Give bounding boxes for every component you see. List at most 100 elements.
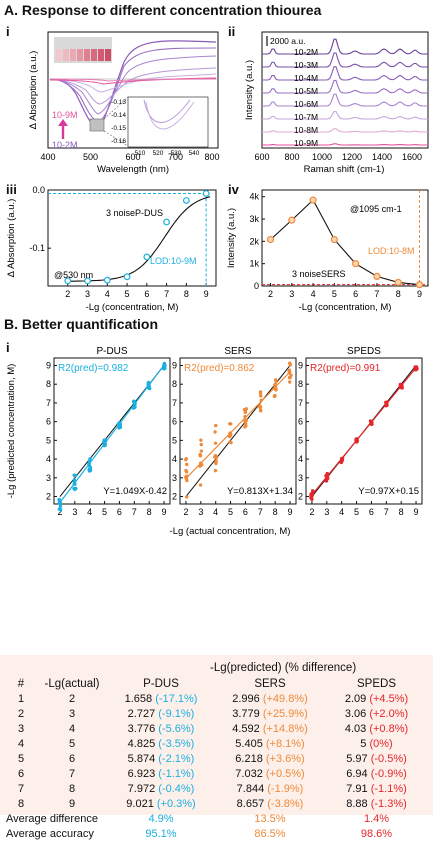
- pdus-diff: (-3.5%): [158, 737, 195, 750]
- sers-diff: (+49.8%): [262, 692, 308, 705]
- col-num: #: [17, 677, 25, 690]
- table-row: 2 3 2.727 (-9.1%) 3.779 (+25.9%) 3.06 (+2.0%…: [4, 706, 429, 721]
- data-point: [259, 408, 263, 413]
- inset-ytick: -0.16: [111, 138, 126, 145]
- chart-a-iv: 2 3 4 5 6 7 8 9 0 1k 2k 3k 4k @1095 cm-1 LOD:10-8M 3…: [226, 189, 429, 313]
- ytick-label: 7: [172, 398, 177, 408]
- fit-equation: Y=1.049X-0.42: [103, 486, 167, 497]
- data-point: [330, 235, 338, 244]
- xtick-label: 2: [268, 289, 273, 299]
- cell-pdus: 3.776 (-5.6%): [106, 721, 216, 736]
- cell-pdus: 5.874 (-2.1%): [106, 751, 216, 766]
- data-point: [288, 216, 296, 224]
- pdus-diff: (-2.1%): [158, 752, 195, 765]
- raman-spectrum-line: [262, 143, 428, 146]
- xtick-label: 7: [258, 507, 263, 517]
- inset-xtick: 540: [189, 150, 200, 157]
- table-row: 3 4 3.776 (-5.6%) 4.592 (+14.8%) 4.03 (+0.8%…: [4, 721, 429, 736]
- data-point: [73, 487, 78, 491]
- chart-a-ii: 2000 a.u. 10-2M 10-3M 10-4M 10-5M 10-6M …: [244, 31, 429, 175]
- sers-value: 7.844: [236, 782, 265, 795]
- annotation-lod: LOD:10-8M: [368, 246, 415, 256]
- data-point: [273, 382, 277, 387]
- col-sers: SERS: [254, 677, 286, 690]
- data-point: [309, 496, 313, 500]
- data-point: [184, 457, 188, 462]
- cell-actual: 3: [68, 707, 76, 720]
- sers-value: 2.996: [232, 692, 260, 705]
- cell-sers: 6.218 (+3.6%): [216, 751, 324, 766]
- speds-diff: (0%): [369, 737, 393, 750]
- plot-frame: [53, 357, 171, 505]
- cell-num: 8: [17, 797, 25, 810]
- xtick-label: 8: [184, 289, 189, 299]
- data-point: [84, 277, 91, 285]
- cell-pdus: 1.658 (-17.1%): [106, 691, 216, 706]
- table-row: 1 2 1.658 (-17.1%) 2.996 (+49.8%) 2.09 (+4.5…: [4, 691, 429, 706]
- xtick: 500: [83, 152, 98, 162]
- ytick-label: 5: [172, 435, 177, 445]
- table-summary-row: Average accuracy 95.1% 86.5% 98.6%: [4, 826, 429, 841]
- col-actual: -Lg(actual): [44, 677, 100, 690]
- ytick-label: 7: [46, 398, 51, 408]
- sers-diff: (+3.6%): [265, 752, 305, 765]
- data-point: [325, 473, 329, 477]
- cell-num: 4: [17, 737, 25, 750]
- pdus-diff: (-9.1%): [158, 707, 195, 720]
- xtick: 1000: [312, 152, 332, 162]
- pdus-value: 6.923: [127, 767, 156, 780]
- cell-sers: 5.405 (+8.1%): [216, 736, 324, 751]
- chart-a-iii: 2 3 4 5 6 7 8 9 0.0 -0.1 3 noiseP-DUS LOD:10-9M @…: [6, 185, 217, 313]
- cell-sers: 7.032 (+0.5%): [216, 766, 324, 781]
- speds-value: 5: [360, 737, 367, 750]
- data-point: [103, 439, 107, 444]
- xtick-label: 2: [183, 507, 188, 517]
- cell-sers: 2.996 (+49.8%): [216, 691, 324, 706]
- ytick-label: 4: [298, 454, 303, 464]
- xtick-label: 8: [399, 507, 404, 517]
- cell-speds: 5 (0%): [324, 736, 429, 751]
- data-point: [227, 433, 232, 437]
- plot-frame: [305, 357, 423, 505]
- ytick-label: 3: [46, 473, 51, 483]
- xtick-label: 7: [164, 289, 169, 299]
- fit-curve: [67, 196, 211, 282]
- data-point: [103, 443, 107, 448]
- xtick: 600: [254, 152, 269, 162]
- col-pdus: P-DUS: [143, 677, 179, 690]
- sers-diff: (+8.1%): [265, 737, 305, 750]
- ytick-label: 2k: [249, 236, 259, 246]
- raman-spectrum-line: [262, 66, 428, 81]
- x-axis-label: -Lg (actual concentration, M): [170, 526, 291, 537]
- fit-line: [185, 371, 291, 479]
- data-point: [414, 367, 418, 372]
- series-label: 10-9M: [294, 138, 318, 148]
- cell-speds: 2.09 (+4.5%): [324, 691, 429, 706]
- xtick-label: 6: [243, 507, 248, 517]
- ytick-label: 3k: [249, 214, 259, 224]
- xtick-label: 4: [311, 289, 316, 299]
- cell-num: 5: [17, 752, 25, 765]
- cell-speds: 5.97 (-0.5%): [324, 751, 429, 766]
- data-point: [214, 459, 218, 463]
- data-point: [117, 421, 122, 426]
- data-point: [163, 218, 170, 226]
- data-point: [213, 453, 218, 458]
- ytick-label: 3: [298, 473, 303, 483]
- pdus-diff: (-0.4%): [158, 782, 195, 795]
- xtick-label: 8: [273, 507, 278, 517]
- sers-value: 3.779: [232, 707, 260, 720]
- speds-diff: (-0.5%): [370, 752, 407, 765]
- xtick-label: 6: [353, 289, 358, 299]
- xtick-label: 9: [288, 507, 293, 517]
- table-row: 4 5 4.825 (-3.5%) 5.405 (+8.1%) 5 (0%): [4, 736, 429, 751]
- ytick-label: 0.0: [32, 185, 45, 195]
- ytick-label: 4k: [249, 192, 259, 202]
- data-point: [394, 278, 402, 287]
- sers-diff: (+25.9%): [262, 707, 308, 720]
- cell-sers: 4.592 (+14.8%): [216, 721, 324, 736]
- xtick: 600: [125, 152, 140, 162]
- xtick: 400: [40, 152, 55, 162]
- xtick-label: 8: [147, 507, 152, 517]
- data-point: [266, 235, 275, 244]
